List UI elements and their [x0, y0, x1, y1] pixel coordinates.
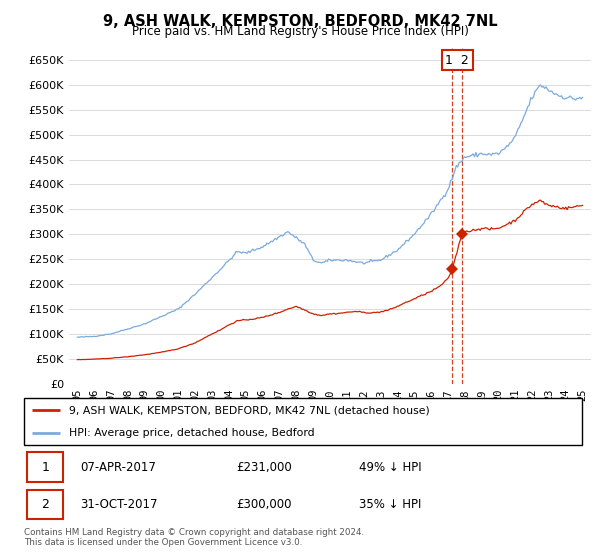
Text: 07-APR-2017: 07-APR-2017 [80, 460, 155, 474]
Text: £300,000: £300,000 [236, 498, 292, 511]
FancyBboxPatch shape [27, 452, 63, 482]
Text: Price paid vs. HM Land Registry's House Price Index (HPI): Price paid vs. HM Land Registry's House … [131, 25, 469, 38]
FancyBboxPatch shape [27, 490, 63, 519]
Text: 1: 1 [41, 460, 49, 474]
Text: HPI: Average price, detached house, Bedford: HPI: Average price, detached house, Bedf… [68, 428, 314, 438]
Text: 2: 2 [41, 498, 49, 511]
Text: 31-OCT-2017: 31-OCT-2017 [80, 498, 157, 511]
Text: 1  2: 1 2 [445, 54, 469, 67]
FancyBboxPatch shape [24, 398, 582, 445]
Text: £231,000: £231,000 [236, 460, 292, 474]
Text: Contains HM Land Registry data © Crown copyright and database right 2024.
This d: Contains HM Land Registry data © Crown c… [24, 528, 364, 547]
Text: 9, ASH WALK, KEMPSTON, BEDFORD, MK42 7NL: 9, ASH WALK, KEMPSTON, BEDFORD, MK42 7NL [103, 14, 497, 29]
Text: 49% ↓ HPI: 49% ↓ HPI [359, 460, 421, 474]
Text: 35% ↓ HPI: 35% ↓ HPI [359, 498, 421, 511]
Text: 9, ASH WALK, KEMPSTON, BEDFORD, MK42 7NL (detached house): 9, ASH WALK, KEMPSTON, BEDFORD, MK42 7NL… [68, 405, 430, 416]
